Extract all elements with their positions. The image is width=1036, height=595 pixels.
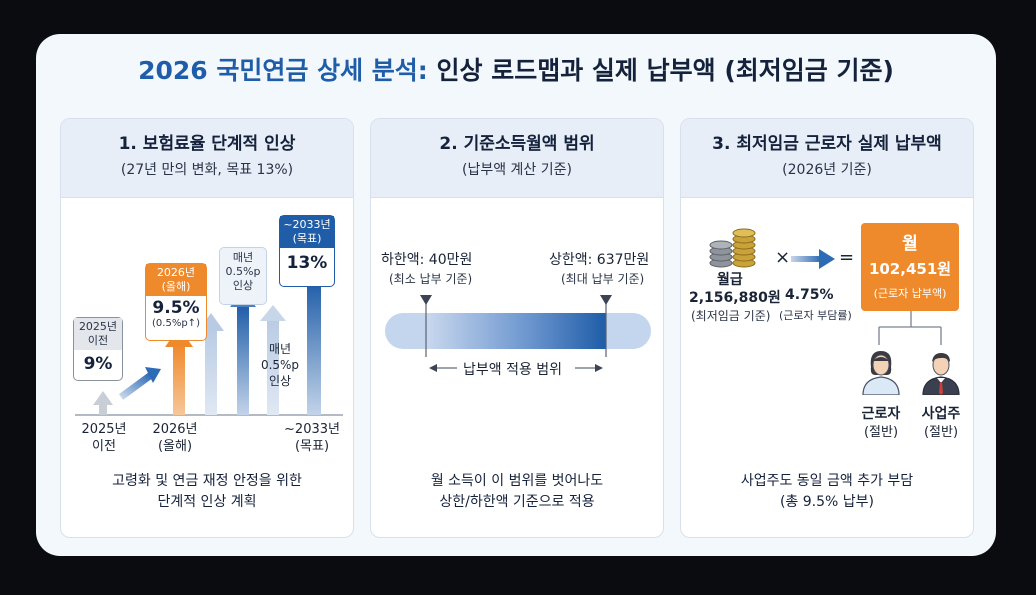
yearly-increase-note: 매년 0.5%p 인상 [219,247,267,305]
worker-rate-sub: (근로자 부담률) [779,309,852,322]
panel-footer: 사업주도 동일 금액 추가 부담 (총 9.5% 납부) [681,471,973,513]
employer-label: 사업주 (절반) [917,405,965,442]
box-2026-year: 2026년 [156,266,196,279]
split-connector [878,311,942,345]
bar-2025 [93,391,113,415]
result-sub: (근로자 납부액) [873,287,947,300]
footer-line-2: 상한/하한액 기준으로 적용 [439,494,595,510]
result-label: 월 [902,234,918,254]
income-range-bar [385,295,651,372]
upper-limit-label: 상한액: 637만원 [549,252,650,268]
diagonal-arrow-2025-2026 [118,367,161,400]
result-value: 102,451원 [868,260,952,278]
employer-avatar-icon [922,353,960,395]
multiply-sign: × [775,247,791,268]
footer-line-2: 단계적 인상 계획 [157,494,257,510]
worker-avatar-icon [862,351,900,395]
title-highlight: 2026 국민연금 상세 분석: [138,56,428,85]
box-2026-rate: 9.5% [152,298,200,318]
panel-header: 2. 기준소득월액 범위 (납부액 계산 기준) [371,119,663,198]
panel-income-range: 2. 기준소득월액 범위 (납부액 계산 기준) 하한액: 40만원 (최소 납… [370,118,664,538]
upper-limit-sub: (최대 납부 기준) [561,272,645,286]
rate-box-2026: 2026년 (올해) 9.5% (0.5%p↑) [145,263,207,341]
note2-line3: 인상 [268,374,292,388]
box-2033-year: ~2033년 [283,218,331,231]
yearly-increase-note-2: 매년 0.5%p 인상 [257,341,303,389]
axis-label-2026: 2026년 (올해) [149,421,201,455]
arrow-right-icon [791,249,835,269]
range-fill [426,313,606,349]
footer-line-2: (총 9.5% 납부) [779,494,875,510]
box-2033-rate: 13% [286,253,328,273]
note1-line3: 인상 [232,279,254,292]
panel-rate-increase: 1. 보험료율 단계적 인상 (27년 만의 변화, 목표 13%) [60,118,354,538]
lower-limit-label: 하한액: 40만원 [381,252,473,268]
footer-line-1: 월 소득이 이 범위를 벗어나도 [430,473,604,489]
panel-title: 1. 보험료율 단계적 인상 [118,134,296,154]
coins-icon [709,228,756,268]
panel-title: 3. 최저임금 근로자 실제 납부액 [712,134,942,154]
bar-2028 [230,289,256,415]
box-2025-rate: 9% [83,354,113,374]
box-2025-label: 이전 [87,334,109,347]
panel-subtitle: (2026년 기준) [782,162,872,178]
axis-2033-sub: (목표) [294,439,330,454]
bar-2029 [260,305,286,415]
note1-line1: 매년 [232,251,254,264]
wage-value: 2,156,880원 [689,290,781,306]
box-2026-note: (0.5%p↑) [152,318,200,329]
axis-2025-sub: 이전 [92,439,116,454]
panel-footer: 월 소득이 이 범위를 벗어나도 상한/하한액 기준으로 적용 [371,471,663,513]
worker-rate: 4.75% [785,287,834,303]
wage-sub: (최저임금 기준) [691,309,771,323]
box-2025-year: 2025년 [78,320,118,333]
box-2033-label: (목표) [292,232,322,245]
panel-actual-payment: 3. 최저임금 근로자 실제 납부액 (2026년 기준) 월급 2,156,8… [680,118,974,538]
page-title: 2026 국민연금 상세 분석: 인상 로드맵과 실제 납부액 (최저임금 기준… [36,51,996,87]
axis-2026-sub: (올해) [157,439,193,454]
panel-title: 2. 기준소득월액 범위 [439,134,595,154]
worker-label: 근로자 (절반) [857,405,905,442]
note1-line2: 0.5%p [225,265,261,278]
range-label: 납부액 적용 범위 [463,362,563,378]
box-2026-label: (올해) [161,280,191,293]
axis-2033-year: ~2033년 [284,422,340,437]
panel-subtitle: (납부액 계산 기준) [462,162,572,178]
lower-limit-sub: (최소 납부 기준) [389,272,473,286]
note2-line2: 0.5%p [260,358,300,372]
rate-box-2033: ~2033년 (목표) 13% [279,215,335,287]
infographic-card: 2026 국민연금 상세 분석: 인상 로드맵과 실제 납부액 (최저임금 기준… [36,34,996,556]
rate-box-2025: 2025년 이전 9% [73,317,123,381]
panel-subtitle: (27년 만의 변화, 목표 13%) [120,162,294,178]
axis-2026-year: 2026년 [152,422,198,437]
panel-footer: 고령화 및 연금 재정 안정을 위한 단계적 인상 계획 [61,471,353,513]
employer-sub: (절반) [923,425,959,440]
worker-sub: (절반) [863,425,899,440]
panel-header: 3. 최저임금 근로자 실제 납부액 (2026년 기준) [681,119,973,198]
axis-2025-year: 2025년 [81,422,127,437]
employer-title: 사업주 [921,406,961,422]
result-box: 월 102,451원 (근로자 납부액) [861,223,959,311]
footer-line-1: 고령화 및 연금 재정 안정을 위한 [112,473,302,489]
footer-line-1: 사업주도 동일 금액 추가 부담 [740,473,914,489]
worker-title: 근로자 [861,406,901,422]
title-rest: 인상 로드맵과 실제 납부액 (최저임금 기준) [427,56,894,85]
equals-sign: = [839,247,855,268]
wage-label: 월급 [717,272,743,288]
axis-label-2033: ~2033년 (목표) [283,421,341,455]
note2-line1: 매년 [268,342,292,356]
panel-header: 1. 보험료율 단계적 인상 (27년 만의 변화, 목표 13%) [61,119,353,198]
